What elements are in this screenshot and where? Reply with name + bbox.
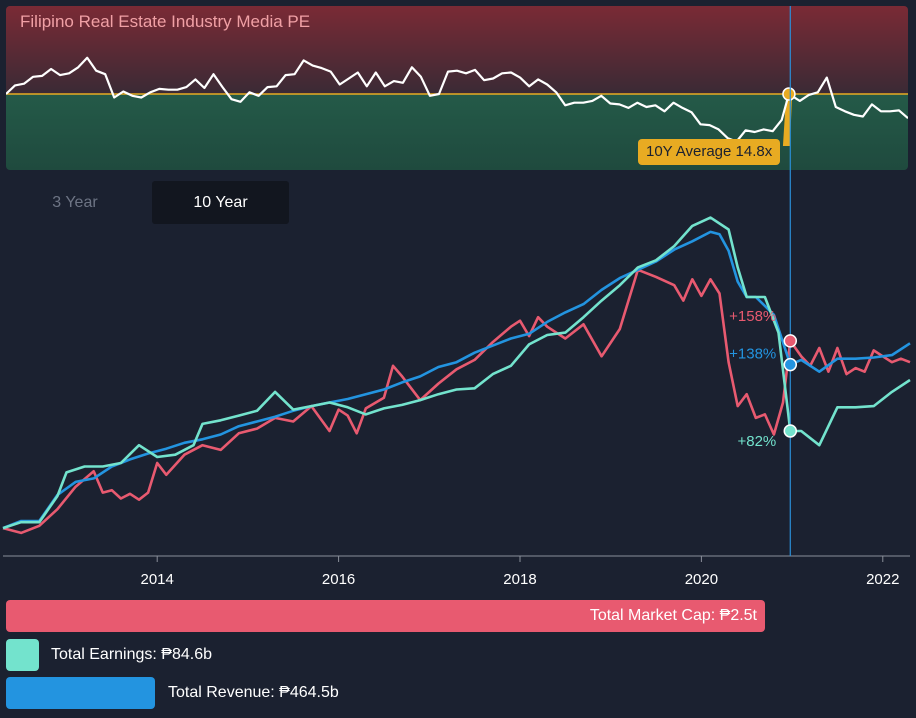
x-tick-label-2014: 2014 xyxy=(141,571,174,588)
x-tick-label-2020: 2020 xyxy=(685,571,718,588)
line-total-earnings xyxy=(2,216,911,530)
pe-chart-title: Filipino Real Estate Industry Media PE xyxy=(20,12,311,31)
x-axis-ticks: 2014 2016 2018 2020 2022 xyxy=(141,556,899,588)
line-total-market-cap xyxy=(2,268,911,535)
pe-average-marker[interactable] xyxy=(782,87,796,101)
legend-bar-market-cap xyxy=(6,600,765,632)
line-total-revenue xyxy=(2,230,911,530)
tab-10-year[interactable]: 10 Year xyxy=(152,181,289,224)
series-value-labels: +158% +138% +82% xyxy=(729,308,776,450)
legend-bar-earnings xyxy=(6,639,39,671)
pe-chart xyxy=(6,6,908,170)
marker-total-market-cap[interactable] xyxy=(783,334,798,348)
average-badge: 10Y Average 14.8x xyxy=(638,139,781,165)
marker-total-earnings[interactable] xyxy=(783,424,798,438)
series-lines xyxy=(2,216,911,535)
x-tick-label-2022: 2022 xyxy=(866,571,899,588)
x-tick-label-2018: 2018 xyxy=(503,571,536,588)
value-label-total-earnings: +82% xyxy=(737,433,776,450)
series-markers xyxy=(783,334,798,438)
legend-label-earnings: Total Earnings: ₱84.6b xyxy=(51,646,212,663)
legend-bar-revenue xyxy=(6,677,155,709)
x-tick-label-2016: 2016 xyxy=(322,571,355,588)
tab-3-year[interactable]: 3 Year xyxy=(52,194,98,211)
legend-label-revenue: Total Revenue: ₱464.5b xyxy=(168,684,339,701)
marker-total-revenue[interactable] xyxy=(783,357,798,372)
pe-chart-panel: Filipino Real Estate Industry Media PE xyxy=(6,6,908,170)
legend-label-market-cap: Total Market Cap: ₱2.5t xyxy=(589,607,757,624)
pe-above-average-zone xyxy=(6,6,908,95)
pe-series-line xyxy=(6,56,908,143)
value-label-total-revenue: +138% xyxy=(729,346,776,363)
value-label-total-market-cap: +158% xyxy=(729,308,776,325)
